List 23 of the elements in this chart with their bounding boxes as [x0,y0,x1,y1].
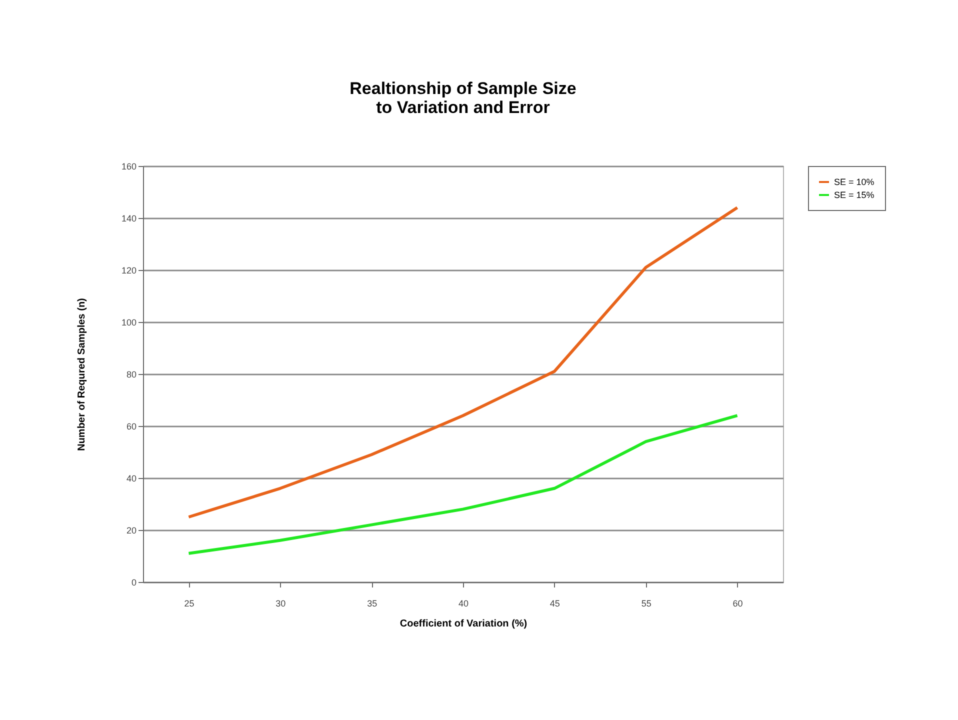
y-axis-title: Number of Requred Samples (n) [76,298,88,451]
chart-title: Realtionship of Sample Size to Variation and Error [350,79,576,117]
x-axis-title: Coefficient of Variation (%) [400,618,528,630]
y-tick-label: 20 [126,526,136,536]
y-tick-label: 100 [121,318,136,328]
x-tick-label: 35 [367,598,378,608]
legend-label: SE = 10% [834,177,874,187]
x-tick-label: 45 [550,598,560,608]
line-series [187,414,739,555]
x-tick-label: 60 [732,598,743,608]
y-tick-label: 80 [126,370,136,380]
x-tick-label: 40 [458,598,469,608]
y-tick-label: 140 [121,214,136,224]
x-tick-label: 55 [641,598,652,608]
y-tick-label: 60 [126,422,136,432]
line-series [187,206,739,518]
y-tick-label: 160 [121,162,136,172]
y-tick-label: 120 [121,266,136,276]
legend-label: SE = 15% [834,190,874,200]
x-tick-label: 25 [184,598,194,608]
x-tick-label: 30 [276,598,286,608]
y-tick-label: 40 [126,474,136,484]
y-tick-label: 0 [131,578,136,588]
